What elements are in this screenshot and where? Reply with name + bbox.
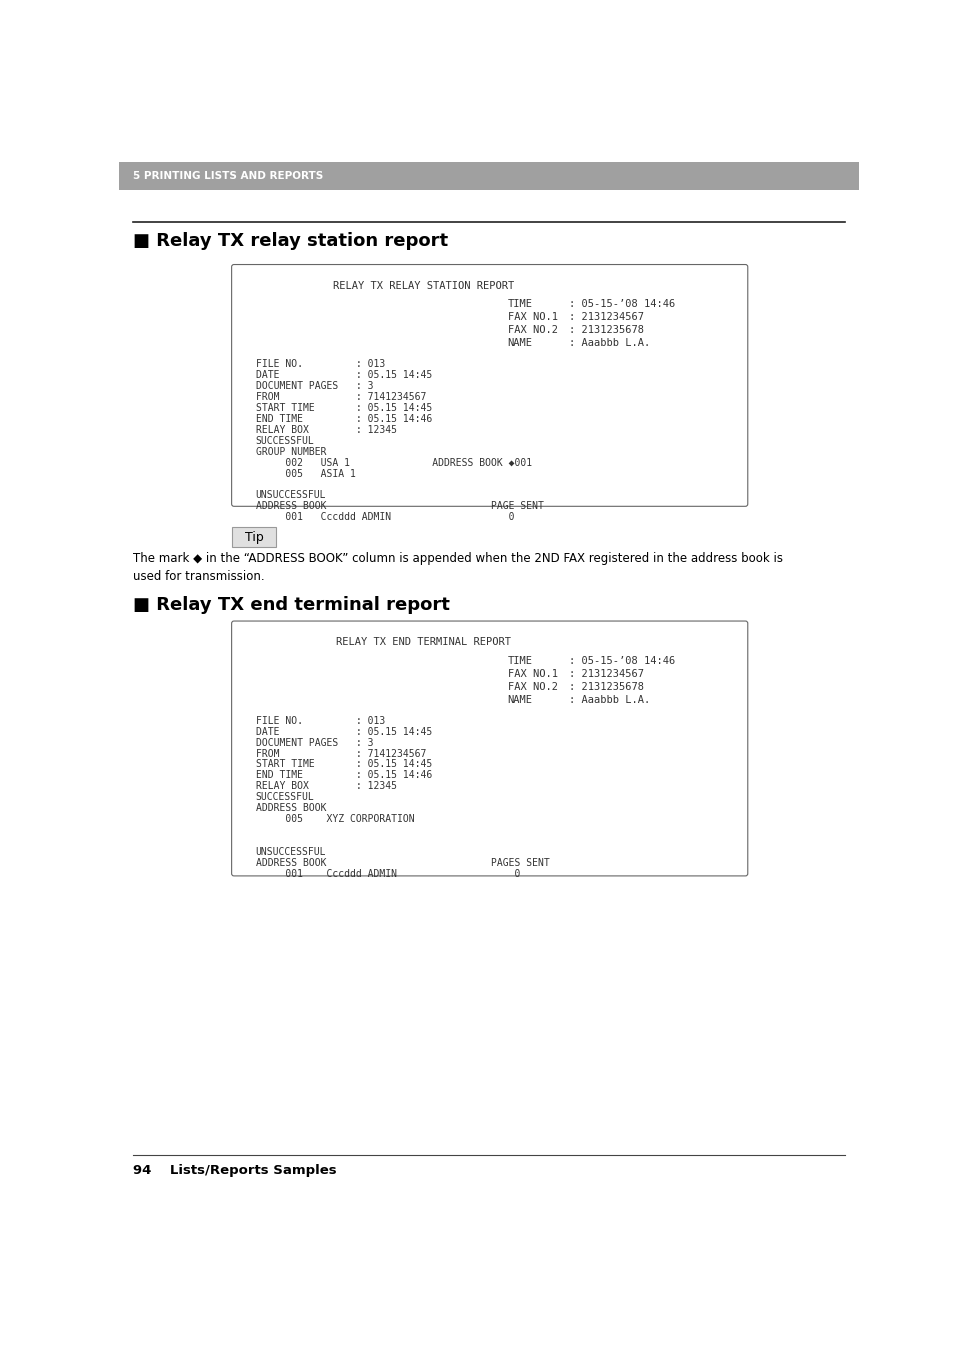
Text: ■ Relay TX relay station report: ■ Relay TX relay station report [133, 232, 448, 250]
Text: NAME: NAME [507, 339, 532, 349]
Text: END TIME         : 05.15 14:46: END TIME : 05.15 14:46 [255, 413, 432, 424]
FancyBboxPatch shape [232, 265, 747, 507]
FancyBboxPatch shape [233, 527, 275, 547]
Text: DATE             : 05.15 14:45: DATE : 05.15 14:45 [255, 370, 432, 380]
Text: Tip: Tip [245, 531, 263, 543]
Text: : Aaabbb L.A.: : Aaabbb L.A. [568, 339, 650, 349]
FancyBboxPatch shape [119, 162, 858, 190]
Text: : 2131234567: : 2131234567 [568, 669, 643, 678]
Text: FILE NO.         : 013: FILE NO. : 013 [255, 359, 384, 369]
Text: 001   Cccddd ADMIN                    0: 001 Cccddd ADMIN 0 [255, 512, 514, 523]
Text: ADDRESS BOOK: ADDRESS BOOK [255, 804, 326, 813]
Text: RELAY BOX        : 12345: RELAY BOX : 12345 [255, 781, 396, 792]
Text: 005    XYZ CORPORATION: 005 XYZ CORPORATION [255, 815, 414, 824]
Text: UNSUCCESSFUL: UNSUCCESSFUL [255, 847, 326, 857]
Text: DOCUMENT PAGES   : 3: DOCUMENT PAGES : 3 [255, 738, 373, 747]
Text: RELAY TX END TERMINAL REPORT: RELAY TX END TERMINAL REPORT [335, 638, 510, 647]
Text: 002   USA 1              ADDRESS BOOK ◆001: 002 USA 1 ADDRESS BOOK ◆001 [255, 458, 531, 467]
Text: FAX NO.2: FAX NO.2 [507, 326, 557, 335]
Text: END TIME         : 05.15 14:46: END TIME : 05.15 14:46 [255, 770, 432, 781]
Text: TIME: TIME [507, 655, 532, 666]
Text: SUCCESSFUL: SUCCESSFUL [255, 436, 314, 446]
FancyBboxPatch shape [232, 621, 747, 875]
Text: TIME: TIME [507, 299, 532, 309]
Text: : 05-15-’08 14:46: : 05-15-’08 14:46 [568, 299, 675, 309]
Text: : 2131235678: : 2131235678 [568, 682, 643, 692]
Text: : 2131235678: : 2131235678 [568, 326, 643, 335]
Text: FAX NO.1: FAX NO.1 [507, 312, 557, 323]
Text: GROUP NUMBER: GROUP NUMBER [255, 447, 326, 457]
Text: FAX NO.1: FAX NO.1 [507, 669, 557, 678]
Text: : Aaabbb L.A.: : Aaabbb L.A. [568, 694, 650, 705]
Text: FROM             : 7141234567: FROM : 7141234567 [255, 392, 426, 403]
Text: 5 PRINTING LISTS AND REPORTS: 5 PRINTING LISTS AND REPORTS [133, 172, 323, 181]
Text: UNSUCCESSFUL: UNSUCCESSFUL [255, 490, 326, 500]
Text: FILE NO.         : 013: FILE NO. : 013 [255, 716, 384, 725]
Text: NAME: NAME [507, 694, 532, 705]
Text: FROM             : 7141234567: FROM : 7141234567 [255, 748, 426, 758]
Text: ADDRESS BOOK                            PAGE SENT: ADDRESS BOOK PAGE SENT [255, 501, 543, 512]
Text: DATE             : 05.15 14:45: DATE : 05.15 14:45 [255, 727, 432, 736]
Text: 94    Lists/Reports Samples: 94 Lists/Reports Samples [133, 1165, 336, 1177]
Text: : 2131234567: : 2131234567 [568, 312, 643, 323]
Text: RELAY BOX        : 12345: RELAY BOX : 12345 [255, 424, 396, 435]
Text: START TIME       : 05.15 14:45: START TIME : 05.15 14:45 [255, 403, 432, 413]
Text: DOCUMENT PAGES   : 3: DOCUMENT PAGES : 3 [255, 381, 373, 390]
Text: FAX NO.2: FAX NO.2 [507, 682, 557, 692]
Text: 005   ASIA 1: 005 ASIA 1 [255, 469, 355, 478]
Text: ADDRESS BOOK                            PAGES SENT: ADDRESS BOOK PAGES SENT [255, 858, 549, 867]
Text: ■ Relay TX end terminal report: ■ Relay TX end terminal report [133, 596, 450, 613]
Text: : 05-15-’08 14:46: : 05-15-’08 14:46 [568, 655, 675, 666]
Text: 001    Cccddd ADMIN                    0: 001 Cccddd ADMIN 0 [255, 869, 519, 880]
Text: RELAY TX RELAY STATION REPORT: RELAY TX RELAY STATION REPORT [333, 281, 514, 290]
Text: The mark ◆ in the “ADDRESS BOOK” column is appended when the 2ND FAX registered : The mark ◆ in the “ADDRESS BOOK” column … [133, 551, 782, 582]
Text: SUCCESSFUL: SUCCESSFUL [255, 792, 314, 802]
Text: START TIME       : 05.15 14:45: START TIME : 05.15 14:45 [255, 759, 432, 770]
